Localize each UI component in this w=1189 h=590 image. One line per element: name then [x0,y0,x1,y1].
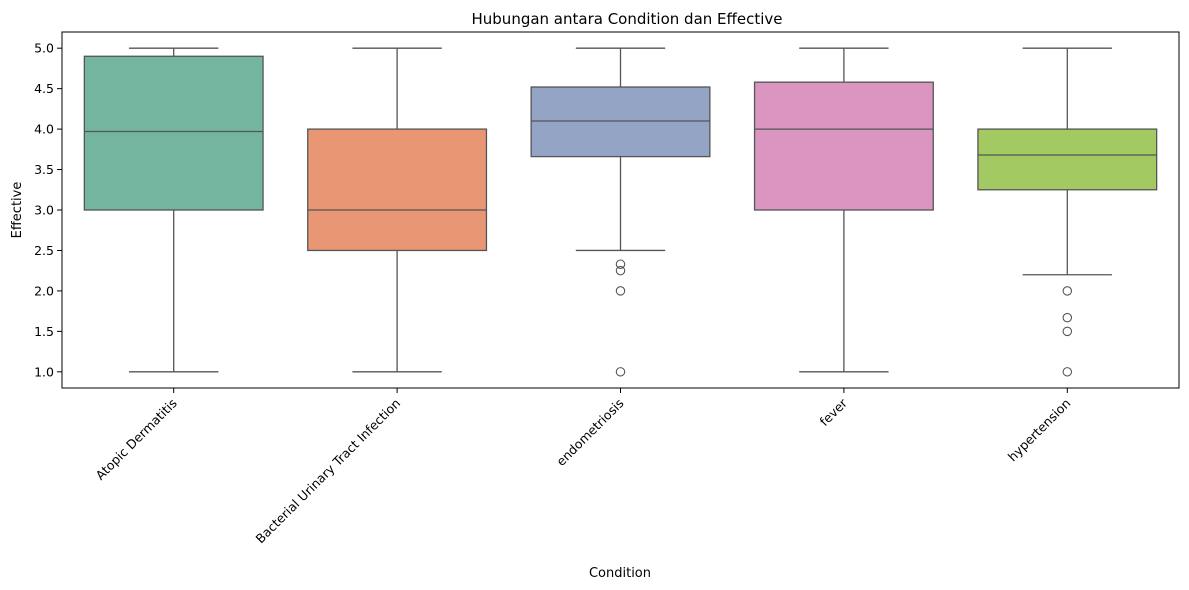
y-tick-label: 3.5 [34,162,54,177]
outlier-point [1062,367,1073,377]
y-tick-label: 1.5 [34,324,54,339]
outlier-point [615,259,626,269]
y-tick-label: 4.5 [34,81,54,96]
chart-title: Hubungan antara Condition dan Effective [472,10,783,28]
x-tick-label: fever [817,395,851,429]
box-iqr [83,55,264,211]
x-axis-label: Condition [589,566,651,581]
outlier-point [615,265,626,276]
x-tick-label: hypertension [1005,396,1074,465]
outlier-point [615,286,626,296]
y-tick-label: 3.0 [34,203,54,218]
x-tick-label: Bacterial Urinary Tract Infection [253,396,404,547]
box-iqr [977,128,1158,191]
plot-area-frame [61,31,1180,389]
x-tick-label: Atopic Dermatitis [93,396,180,483]
y-tick-label: 2.5 [34,243,54,258]
x-tick-label: endometriosis [553,396,626,469]
outlier-point [615,367,626,377]
outlier-point [1062,286,1073,296]
box-iqr [307,128,488,252]
y-tick-label: 2.0 [34,283,54,298]
y-tick-label: 4.0 [34,122,54,137]
outlier-point [1062,312,1073,323]
y-tick-label: 1.0 [34,364,54,379]
y-axis-label: Effective [10,182,25,239]
box-iqr [753,81,934,211]
y-tick-label: 5.0 [34,41,54,56]
box-iqr [530,86,711,158]
outlier-point [1062,326,1073,337]
